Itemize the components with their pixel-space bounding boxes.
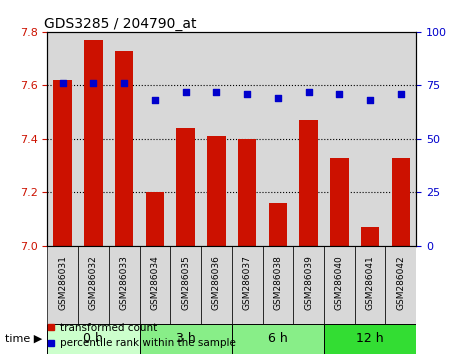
Text: GSM286039: GSM286039 [304,255,313,310]
Text: time ▶: time ▶ [5,334,43,344]
Bar [207,136,226,246]
Text: GDS3285 / 204790_at: GDS3285 / 204790_at [44,17,196,31]
Text: GSM286034: GSM286034 [150,255,159,310]
Bar [232,32,263,246]
Point [213,89,220,95]
Bar [324,246,355,324]
Bar [201,32,232,246]
Bar [47,324,140,354]
Text: GSM286032: GSM286032 [89,255,98,310]
Bar [170,246,201,324]
Point [366,98,374,103]
Point [120,80,128,86]
Bar [385,32,416,246]
Bar [355,246,385,324]
Bar [109,32,140,246]
Bar [293,246,324,324]
Bar [238,139,256,246]
Point [182,89,189,95]
Text: 0 h: 0 h [83,332,104,346]
Bar [47,32,78,246]
Bar [78,32,109,246]
Point [397,91,405,97]
Point [59,80,66,86]
Text: GSM286042: GSM286042 [396,255,405,310]
Bar [140,32,170,246]
Bar [84,40,103,246]
Bar [263,246,293,324]
Bar [140,324,232,354]
Bar [355,32,385,246]
Bar [385,246,416,324]
Bar [201,246,232,324]
Point [336,91,343,97]
Text: GSM286041: GSM286041 [366,255,375,310]
Bar [361,227,379,246]
Text: GSM286036: GSM286036 [212,255,221,310]
Bar [293,32,324,246]
Bar [269,203,287,246]
Bar [47,246,78,324]
Point [90,80,97,86]
Point [274,96,282,101]
Bar [330,158,349,246]
Legend: transformed count, percentile rank within the sample: transformed count, percentile rank withi… [43,319,240,352]
Bar [392,158,410,246]
Text: GSM286031: GSM286031 [58,255,67,310]
Bar [299,120,318,246]
Point [305,89,312,95]
Bar [324,324,416,354]
Text: GSM286037: GSM286037 [243,255,252,310]
Bar [140,246,170,324]
Point [243,91,251,97]
Bar [232,246,263,324]
Text: 6 h: 6 h [268,332,288,346]
Bar [53,80,72,246]
Text: GSM286038: GSM286038 [273,255,282,310]
Bar [115,51,133,246]
Bar [78,246,109,324]
Bar [109,246,140,324]
Bar [232,324,324,354]
Text: GSM286035: GSM286035 [181,255,190,310]
Bar [170,32,201,246]
Text: 12 h: 12 h [356,332,384,346]
Bar [146,193,164,246]
Bar [263,32,293,246]
Bar [324,32,355,246]
Point [151,98,159,103]
Text: GSM286040: GSM286040 [335,255,344,310]
Bar [176,128,195,246]
Text: 3 h: 3 h [176,332,195,346]
Text: GSM286033: GSM286033 [120,255,129,310]
